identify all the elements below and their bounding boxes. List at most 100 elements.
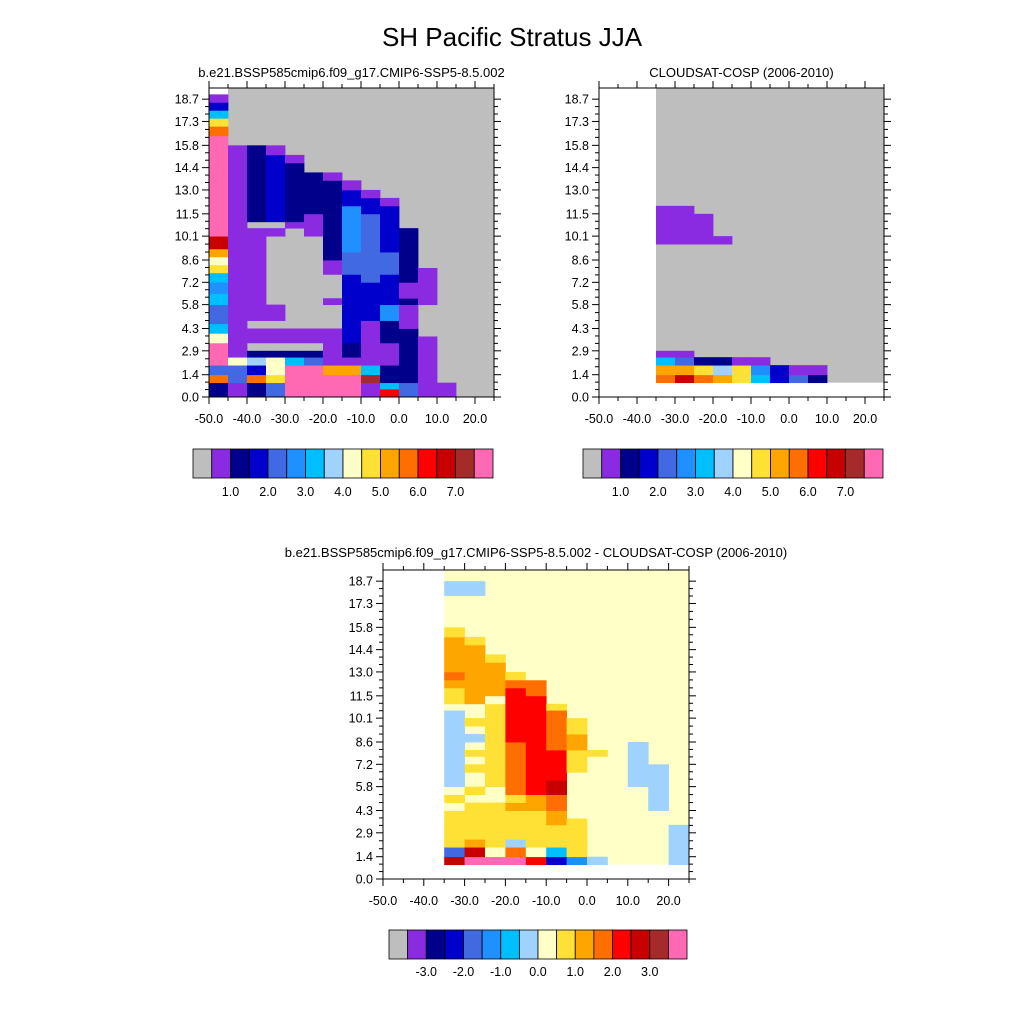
- heatmap-cell: [209, 264, 229, 274]
- heatmap-cell: [675, 357, 695, 366]
- plot-frame: [208, 87, 495, 398]
- colorbar-swatch: [481, 929, 502, 960]
- heatmap-cell: [464, 734, 486, 743]
- heatmap-cell: [228, 145, 248, 329]
- heatmap-cell: [789, 365, 809, 376]
- colorbar-label: 2.0: [604, 965, 621, 979]
- heatmap-cell: [485, 839, 506, 848]
- heatmap-cell: [209, 282, 229, 294]
- heatmap-cell: [285, 350, 305, 358]
- y-tick-label: 11.5: [566, 207, 589, 221]
- colorbar-swatch: [630, 929, 651, 960]
- panel-title: b.e21.BSSP585cmip6.f09_g17.CMIP6-SSP5-8.…: [285, 545, 787, 560]
- heatmap-cell: [247, 145, 267, 223]
- heatmap-cell: [304, 172, 324, 215]
- heatmap-cell: [485, 703, 506, 788]
- heatmap-cell: [713, 236, 733, 245]
- y-tick-label: 7.2: [572, 276, 589, 290]
- heatmap-cell: [675, 374, 695, 384]
- y-tick-label: 8.6: [572, 254, 589, 268]
- heatmap-cell: [464, 679, 486, 705]
- heatmap-cell: [444, 839, 465, 848]
- heatmap-cell: [694, 365, 714, 376]
- colorbar-label: 2.0: [259, 485, 276, 499]
- heatmap-cell: [209, 272, 229, 283]
- y-tick-label: 5.8: [572, 298, 589, 312]
- colorbar-swatch: [638, 448, 659, 479]
- heatmap-cell: [380, 342, 400, 366]
- heatmap-cell: [323, 342, 343, 366]
- y-tick-label: 18.7: [565, 93, 589, 107]
- heatmap-cell: [770, 374, 790, 384]
- panel-observation: CLOUDSAT-COSP (2006-2010) 0.0 1.4 2.9 4.3 5.8…: [565, 65, 891, 499]
- heatmap-cell: [266, 154, 286, 223]
- panel-title: CLOUDSAT-COSP (2006-2010): [649, 65, 833, 80]
- x-tick-label: 20.0: [656, 894, 680, 908]
- colorbar-swatch: [770, 448, 790, 479]
- x-tick-label: -10.0: [737, 412, 766, 426]
- x-tick-label: -50.0: [195, 412, 224, 426]
- colorbar-swatch: [407, 929, 427, 960]
- heatmap-cell: [247, 365, 267, 376]
- colorbar-label: 7.0: [447, 485, 464, 499]
- heatmap-cell: [323, 374, 343, 398]
- heatmap-cell: [525, 794, 547, 803]
- colorbar-swatch: [807, 448, 828, 479]
- heatmap-cell: [437, 382, 457, 398]
- x-tick-label: -30.0: [271, 412, 300, 426]
- colorbar-label: -2.0: [453, 965, 475, 979]
- heatmap-cell: [266, 374, 286, 384]
- colorbar-swatch: [361, 448, 381, 479]
- heatmap-cell: [525, 802, 547, 811]
- y-tick-label: 1.4: [572, 368, 589, 382]
- y-tick-label: 5.8: [356, 780, 373, 794]
- heatmap-cell: [361, 282, 381, 321]
- heatmap-cell: [209, 248, 229, 258]
- heatmap-cell: [713, 374, 733, 384]
- colorbar-swatch: [286, 448, 306, 479]
- heatmap-cell: [228, 342, 248, 358]
- heatmap-cell: [668, 824, 690, 866]
- heatmap-cell: [209, 102, 229, 111]
- heatmap-cell: [464, 636, 486, 646]
- heatmap-cell: [656, 205, 695, 245]
- y-tick-label: 2.9: [182, 344, 199, 358]
- heatmap-cell: [342, 274, 362, 306]
- heatmap-cell: [444, 687, 465, 697]
- heatmap-cell: [361, 320, 381, 344]
- x-tick-label: -40.0: [233, 412, 262, 426]
- heatmap-cell: [342, 365, 362, 376]
- heatmap-cell: [444, 856, 465, 866]
- heatmap-cell: [751, 365, 771, 376]
- colorbar-label: 2.0: [649, 485, 666, 499]
- x-tick-label: 0.0: [780, 412, 797, 426]
- heatmap-cell: [247, 228, 267, 321]
- heatmap-cell: [546, 794, 567, 811]
- x-tick-label: -20.0: [699, 412, 728, 426]
- colorbar-swatch: [657, 448, 678, 479]
- y-tick-label: 0.0: [356, 873, 373, 887]
- heatmap-cell: [546, 824, 567, 848]
- heatmap-cell: [732, 357, 752, 366]
- heatmap-cell: [587, 749, 608, 757]
- heatmap-cell: [304, 350, 324, 358]
- heatmap-cell: [675, 350, 695, 358]
- colorbar-label: 0.0: [529, 965, 546, 979]
- x-tick-label: 20.0: [463, 412, 487, 426]
- heatmap-cell: [228, 357, 248, 366]
- colorbar-swatch: [398, 448, 419, 479]
- colorbar-swatch: [444, 929, 464, 960]
- y-tick-label: 15.8: [565, 139, 589, 153]
- heatmap-cell: [285, 357, 305, 366]
- colorbar-label: 4.0: [724, 485, 741, 499]
- heatmap-cell: [380, 197, 400, 207]
- colorbar-label: 3.0: [687, 485, 704, 499]
- heatmap-cell: [361, 189, 381, 199]
- colorbar-swatch: [323, 448, 344, 479]
- heatmap-cell: [380, 274, 400, 306]
- heatmap-cell: [209, 135, 229, 237]
- x-tick-label: -10.0: [347, 412, 376, 426]
- colorbar-swatch: [713, 448, 734, 479]
- heatmap-cell: [444, 695, 465, 705]
- heatmap-cell: [525, 824, 547, 848]
